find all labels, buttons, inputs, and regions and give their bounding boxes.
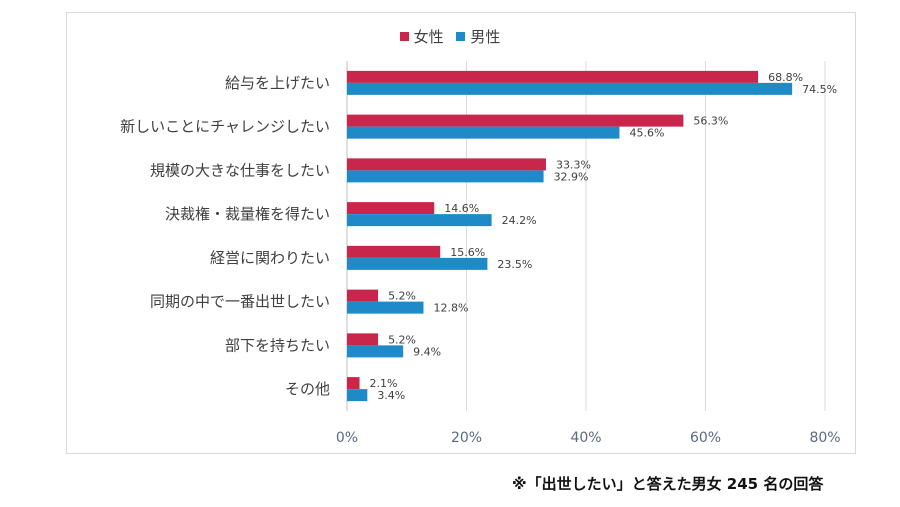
x-tick-label: 40% bbox=[570, 430, 601, 446]
data-label: 3.4% bbox=[377, 389, 405, 402]
bar-female bbox=[347, 333, 379, 346]
bar-female bbox=[347, 245, 441, 258]
bar-male bbox=[347, 389, 368, 402]
x-tick-label: 80% bbox=[809, 430, 840, 446]
data-label: 5.2% bbox=[388, 290, 416, 303]
bar-male bbox=[347, 257, 488, 270]
data-label: 74.5% bbox=[802, 83, 837, 96]
category-label: 新しいことにチャレンジしたい bbox=[120, 118, 330, 136]
data-label: 33.3% bbox=[556, 158, 591, 171]
data-label: 24.2% bbox=[502, 214, 537, 227]
data-label: 68.8% bbox=[768, 71, 803, 84]
bar-female bbox=[347, 158, 546, 171]
legend-label-male: 男性 bbox=[470, 28, 501, 46]
bar-male bbox=[347, 170, 544, 183]
category-label: 部下を持ちたい bbox=[225, 336, 330, 354]
data-label: 14.6% bbox=[444, 202, 479, 215]
x-tick-label: 20% bbox=[451, 430, 482, 446]
data-label: 15.6% bbox=[450, 246, 485, 259]
bar-male bbox=[347, 126, 620, 139]
bar-female bbox=[347, 70, 759, 83]
data-label: 5.2% bbox=[388, 333, 416, 346]
bar-female bbox=[347, 289, 379, 302]
legend-label-female: 女性 bbox=[413, 28, 444, 46]
legend-swatch-female bbox=[399, 32, 409, 41]
data-label: 2.1% bbox=[370, 377, 398, 390]
category-label: その他 bbox=[285, 380, 330, 398]
data-label: 23.5% bbox=[497, 258, 532, 271]
bar-male bbox=[347, 345, 404, 358]
bar-female bbox=[347, 377, 360, 390]
legend-item-male: 男性 bbox=[456, 26, 500, 47]
x-tick-label: 60% bbox=[690, 430, 721, 446]
data-label: 32.9% bbox=[554, 170, 589, 183]
category-label: 規模の大きな仕事をしたい bbox=[150, 161, 330, 179]
footnote: ※「出世したい」と答えた男女 245 名の回答 bbox=[512, 475, 824, 493]
data-label: 9.4% bbox=[413, 345, 441, 358]
bar-male bbox=[347, 82, 793, 95]
x-tick-label: 0% bbox=[336, 430, 358, 446]
bar-male bbox=[347, 214, 492, 227]
legend: 女性 男性 bbox=[0, 26, 900, 47]
bar-male bbox=[347, 301, 424, 314]
category-label: 給与を上げたい bbox=[225, 74, 330, 92]
legend-item-female: 女性 bbox=[399, 26, 444, 47]
category-label: 同期の中で一番出世したい bbox=[150, 293, 330, 311]
bar-female bbox=[347, 114, 684, 127]
category-label: 経営に関わりたい bbox=[210, 249, 330, 267]
legend-swatch-male bbox=[456, 32, 466, 41]
data-label: 56.3% bbox=[693, 115, 728, 128]
category-label: 決裁権・裁量権を得たい bbox=[165, 205, 330, 223]
data-label: 12.8% bbox=[433, 302, 468, 315]
bar-female bbox=[347, 202, 435, 215]
data-label: 45.6% bbox=[629, 127, 664, 140]
